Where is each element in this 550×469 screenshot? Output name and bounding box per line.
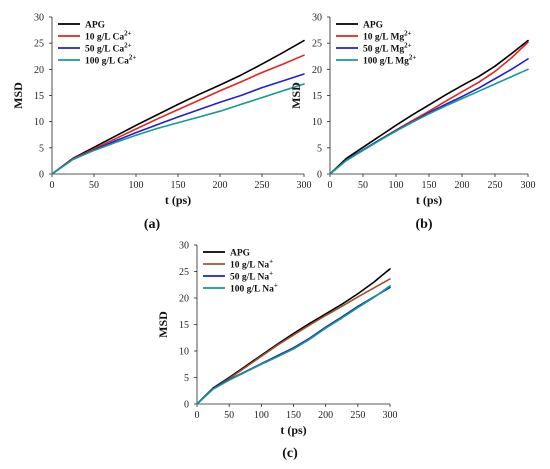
x-tick-label: 150 [286,410,301,421]
y-tick-label: 20 [312,65,322,76]
y-tick-label: 0 [184,400,189,411]
y-tick-label: 10 [34,117,44,128]
series-line-4 [329,68,529,175]
y-tick-label: 20 [179,294,189,305]
y-tick-label: 15 [179,320,189,331]
legend-entry: 10 g/L Ca2+ [85,30,132,43]
y-axis-title: MSD [289,82,303,109]
legend-entry: 10 g/L Na+ [230,258,273,271]
y-tick-label: 30 [34,13,44,24]
panel-label: (a) [144,217,161,232]
x-tick-label: 50 [89,180,99,191]
y-tick-label: 10 [312,117,322,128]
y-tick-label: 5 [39,143,44,154]
y-tick-label: 5 [317,143,322,154]
x-tick-label: 250 [255,180,270,191]
legend-entry: 10 g/L Mg2+ [363,30,412,43]
series-line-2 [329,41,529,175]
y-tick-label: 10 [179,347,189,358]
y-tick-label: 25 [179,267,189,278]
x-tick-label: 300 [383,410,398,421]
chart-panel-1: 0 50 100 150 200 250 300 0 5 10 15 20 25 30 t (ps) MSD A… [11,13,312,233]
legend-entry: APG [85,21,106,31]
series-line-1 [329,39,529,175]
series-line-3 [329,58,529,175]
legend-entry: APG [363,21,384,31]
legend-entry: 50 g/L Na+ [230,270,273,283]
x-tick-label: 200 [213,180,228,191]
panel-label: (b) [415,217,432,232]
x-tick-label: 200 [318,410,333,421]
legend-entry: APG [230,249,251,259]
x-tick-label: 250 [350,410,365,421]
y-axis-title: MSD [11,82,25,109]
x-tick-label: 100 [389,180,404,191]
series-line-1 [51,39,305,175]
x-tick-label: 150 [422,180,437,191]
y-tick-label: 0 [317,170,322,181]
x-tick-label: 0 [328,180,333,191]
panel-label: (c) [282,446,298,461]
x-tick-label: 100 [254,410,269,421]
x-tick-label: 150 [171,180,186,191]
legend-entry: 100 g/L Ca2+ [85,54,136,67]
x-axis-title: t (ps) [165,193,191,207]
chart-panel-3: 0 50 100 150 200 250 300 0 5 10 15 20 25 30 t (ps) MSD A… [156,241,398,462]
x-tick-label: 0 [50,180,55,191]
y-tick-label: 0 [39,170,44,181]
chart-panel-2: 0 50 100 150 200 250 300 0 5 10 15 20 25 30 t (ps) MSD A… [289,13,536,233]
y-tick-label: 20 [34,65,44,76]
y-axis-title: MSD [156,311,170,338]
x-tick-label: 50 [358,180,368,191]
legend-entry: 50 g/L Mg2+ [363,42,412,55]
x-axis-title: t (ps) [416,193,442,207]
y-tick-label: 25 [312,39,322,50]
series-line-1 [196,268,391,405]
x-tick-label: 0 [195,410,200,421]
y-tick-label: 30 [179,241,189,252]
y-tick-label: 5 [184,373,189,384]
legend-entry: 100 g/L Na+ [230,282,278,295]
x-tick-label: 100 [129,180,144,191]
x-axis-title: t (ps) [280,423,306,437]
x-tick-label: 250 [488,180,503,191]
series-line-4 [51,83,305,175]
x-tick-label: 300 [521,180,536,191]
legend-entry: 50 g/L Ca2+ [85,42,132,55]
y-tick-label: 30 [312,13,322,24]
y-tick-label: 25 [34,39,44,50]
y-tick-label: 15 [312,91,322,102]
series-line-2 [196,278,391,405]
series-line-3 [51,73,305,175]
x-tick-label: 300 [297,180,312,191]
legend-entry: 100 g/L Mg2+ [363,54,416,67]
x-tick-label: 50 [224,410,234,421]
x-tick-label: 200 [455,180,470,191]
series-line-4 [196,285,391,405]
series-line-2 [51,54,305,175]
y-tick-label: 15 [34,91,44,102]
